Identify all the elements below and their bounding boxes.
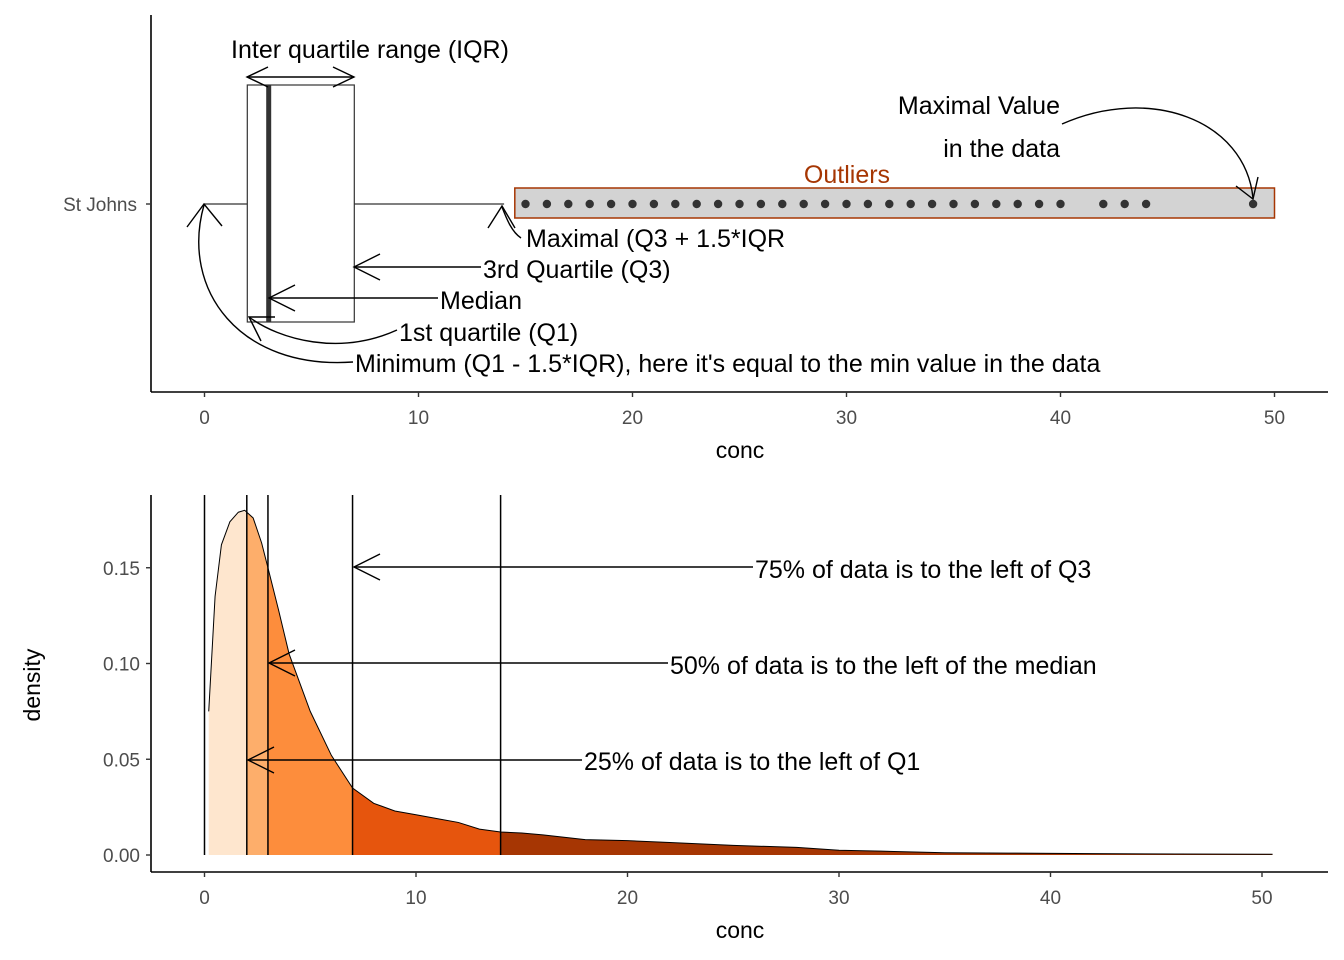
density-segment xyxy=(352,510,501,855)
outlier-point xyxy=(628,199,637,209)
maximal-arrow xyxy=(501,206,522,239)
outlier-point xyxy=(1034,199,1044,209)
top-annotation-arrows xyxy=(186,66,1259,364)
top-x-tick-label: 30 xyxy=(836,408,857,429)
q3-percent-label: 75% of data is to the left of Q3 xyxy=(755,556,1091,584)
quartile-lines xyxy=(203,495,502,855)
bottom-x-tick-label: 40 xyxy=(1040,888,1061,909)
bottom-x-ticks: 0 10 20 30 40 50 xyxy=(199,872,1273,909)
bottom-y-ticks: 0.00 0.05 0.10 0.15 xyxy=(103,559,151,867)
outlier-point xyxy=(1248,199,1258,209)
density-segment xyxy=(246,510,268,855)
bottom-x-tick-label: 20 xyxy=(617,888,638,909)
outlier-point xyxy=(671,199,680,209)
q3-arrow-head xyxy=(352,253,381,281)
iqr-box xyxy=(246,84,355,323)
outlier-point xyxy=(1056,199,1065,209)
bottom-y-tick-label: 0.10 xyxy=(103,655,140,676)
maximal-arrow-head xyxy=(487,204,516,229)
density-curve xyxy=(208,509,1273,855)
bottom-x-tick-label: 0 xyxy=(199,888,210,909)
outlier-point xyxy=(1099,199,1108,209)
category-label: St Johns xyxy=(63,195,137,216)
bottom-annotation-arrows xyxy=(246,553,753,774)
outlier-point xyxy=(692,199,701,209)
boxplot-panel: St Johns 0 10 20 30 40 50 conc Inter quartile… xyxy=(63,15,1328,463)
top-x-tick-label: 40 xyxy=(1050,408,1071,429)
outlier-point xyxy=(606,199,616,209)
outlier-point xyxy=(820,199,830,209)
density-segment xyxy=(267,510,353,855)
outlier-point xyxy=(542,199,552,209)
outlier-point xyxy=(949,199,958,209)
outlier-point xyxy=(521,199,530,209)
bottom-x-tick-label: 30 xyxy=(828,888,849,909)
maximal-label: Maximal (Q3 + 1.5*IQR xyxy=(526,225,785,253)
density-panel: 0.00 0.05 0.10 0.15 0 10 20 30 40 50 conc densit… xyxy=(19,495,1328,943)
q3-percent-arrow-head xyxy=(352,553,381,581)
bottom-x-tick-label: 10 xyxy=(405,888,426,909)
top-x-tick-label: 50 xyxy=(1264,408,1285,429)
max-value-label-line2: in the data xyxy=(943,135,1060,163)
median-percent-arrow-head xyxy=(267,649,296,677)
bottom-x-axis-title: conc xyxy=(716,917,765,943)
q3-label: 3rd Quartile (Q3) xyxy=(483,256,671,284)
outlier-point xyxy=(992,199,1001,209)
top-x-ticks: 0 10 20 30 40 50 xyxy=(199,392,1285,429)
outlier-point xyxy=(649,199,659,209)
iqr-arrow-head-left xyxy=(245,66,269,88)
bottom-y-tick-label: 0.00 xyxy=(103,846,140,867)
minimum-arrow xyxy=(198,204,354,364)
q1-percent-label: 25% of data is to the left of Q1 xyxy=(584,748,920,776)
iqr-label: Inter quartile range (IQR) xyxy=(231,36,509,64)
bottom-y-axis-title: density xyxy=(19,648,45,721)
iqr-arrow-head-right xyxy=(332,66,356,88)
bottom-y-tick-label: 0.15 xyxy=(103,559,140,580)
q1-arrow-head xyxy=(247,316,275,342)
outlier-point xyxy=(906,199,915,209)
median-percent-label: 50% of data is to the left of the median xyxy=(670,652,1097,680)
q1-percent-arrow-head xyxy=(246,746,275,774)
minimum-label: Minimum (Q1 - 1.5*IQR), here it's equal … xyxy=(355,350,1100,378)
outlier-point xyxy=(1013,199,1022,209)
outlier-point xyxy=(842,199,851,209)
bottom-x-tick-label: 50 xyxy=(1251,888,1272,909)
outlier-point xyxy=(756,199,766,209)
outlier-point xyxy=(1120,199,1129,209)
max-value-label-line1: Maximal Value xyxy=(898,92,1060,120)
q1-arrow xyxy=(248,316,398,345)
minimum-arrow-head xyxy=(186,202,223,228)
outlier-point xyxy=(927,199,937,209)
top-x-tick-label: 0 xyxy=(199,408,210,429)
bottom-y-tick-label: 0.05 xyxy=(103,750,140,771)
outliers-label: Outliers xyxy=(804,161,890,189)
outlier-point xyxy=(735,199,744,209)
outlier-point xyxy=(799,199,808,209)
top-x-tick-label: 20 xyxy=(622,408,643,429)
outlier-point xyxy=(713,199,723,209)
outlier-point xyxy=(863,199,873,209)
outlier-point xyxy=(778,199,787,209)
outlier-point xyxy=(970,199,980,209)
median-arrow-head xyxy=(267,284,296,312)
q1-label: 1st quartile (Q1) xyxy=(399,319,578,347)
outlier-point xyxy=(585,199,594,209)
outlier-points xyxy=(521,199,1258,209)
outlier-point xyxy=(564,199,573,209)
max-value-arrow-head xyxy=(1235,176,1259,201)
top-x-tick-label: 10 xyxy=(408,408,429,429)
median-label: Median xyxy=(440,287,522,315)
top-x-axis-title: conc xyxy=(716,437,765,463)
outlier-point xyxy=(1141,199,1151,209)
max-value-arrow xyxy=(1061,107,1254,199)
outlier-point xyxy=(885,199,894,209)
